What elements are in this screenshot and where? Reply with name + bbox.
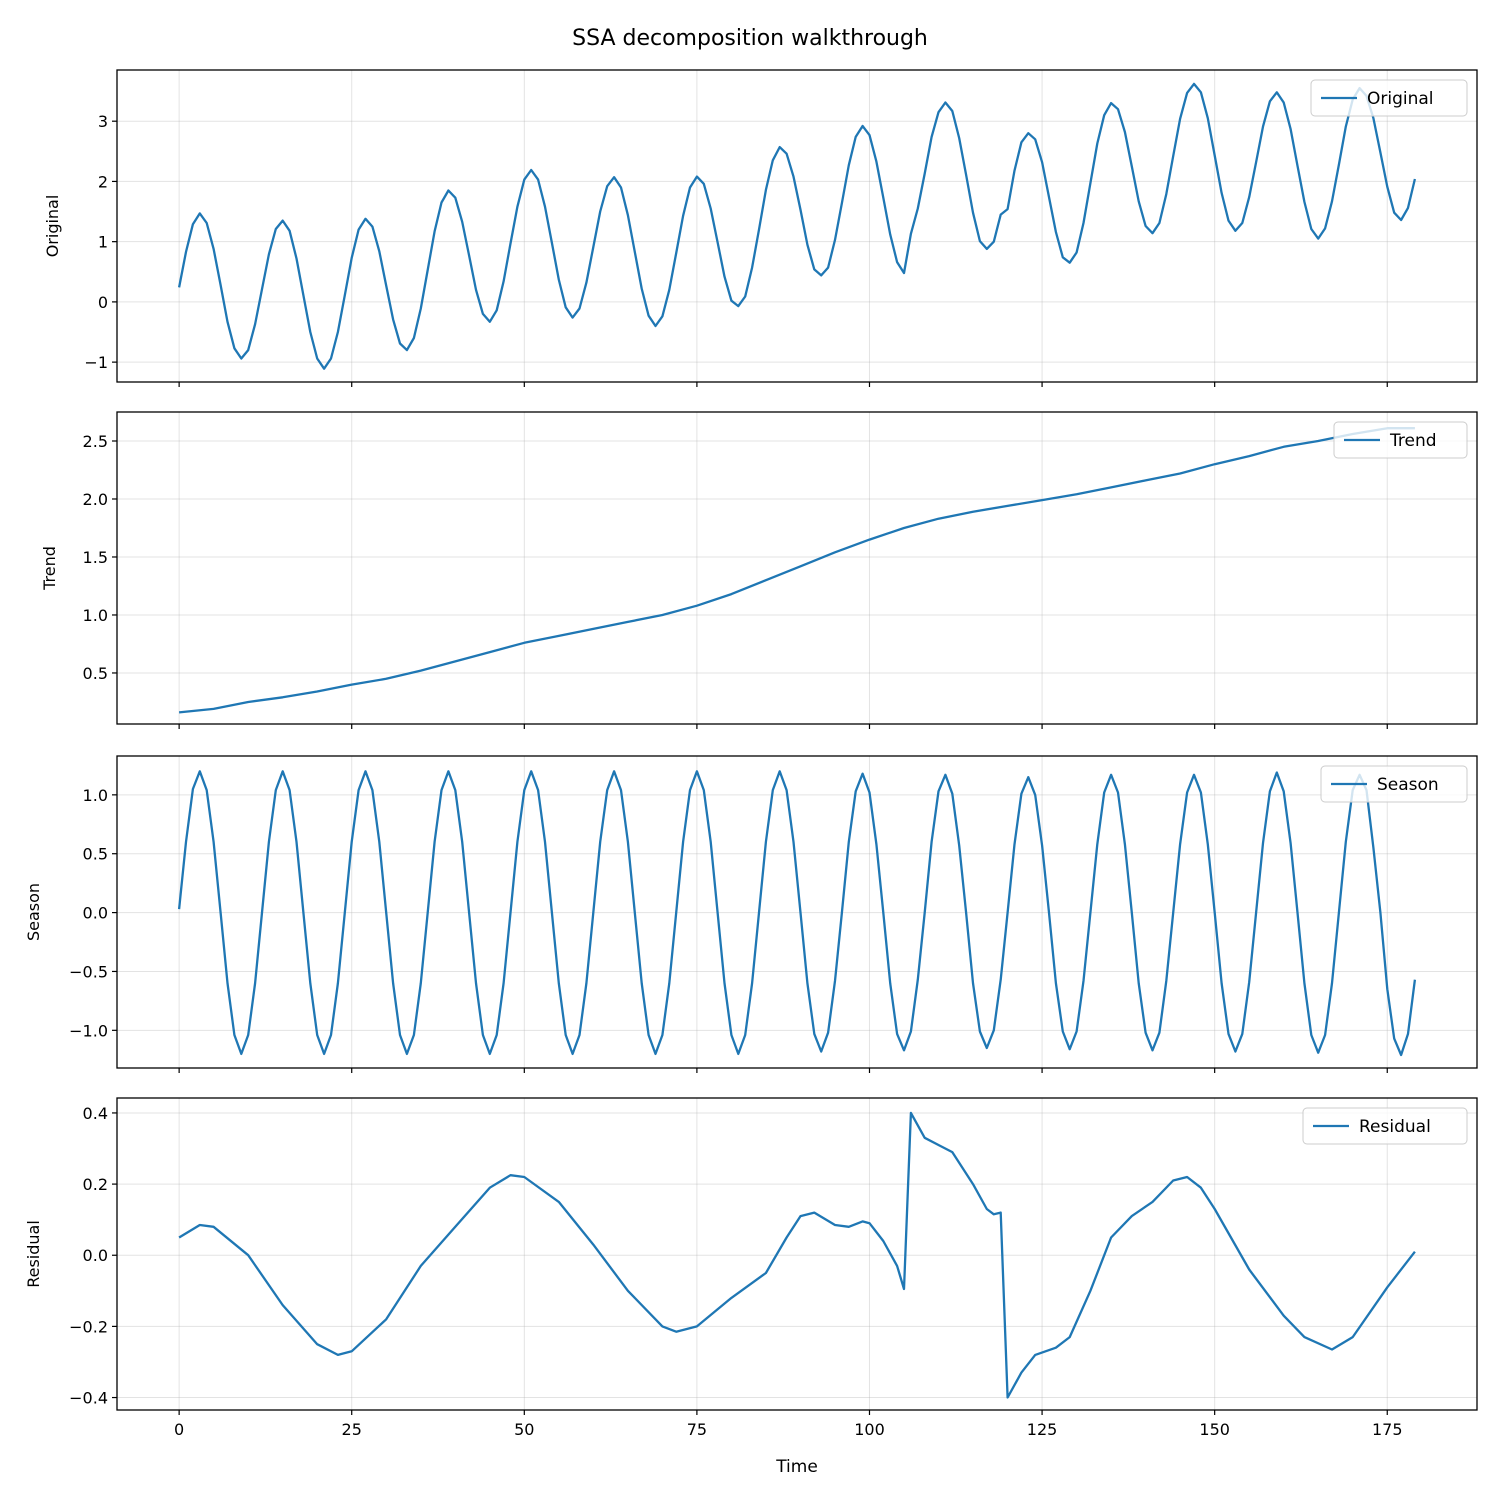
- x-tick-label: 125: [1027, 1420, 1058, 1439]
- series-line-residual: [178, 1111, 1416, 1399]
- y-tick-label: 0.0: [83, 1246, 108, 1265]
- y-tick-label: 0.5: [83, 845, 108, 864]
- legend-label: Trend: [1389, 431, 1437, 451]
- axes-frame: [116, 69, 1478, 383]
- y-tick-label: 3: [98, 112, 108, 131]
- y-axis-label: Original: [43, 195, 62, 258]
- y-tick-label: 2.5: [83, 432, 108, 451]
- y-tick-label: −0.4: [69, 1389, 108, 1408]
- x-tick-label: 150: [1199, 1420, 1230, 1439]
- legend: Season: [1320, 765, 1468, 803]
- y-tick-label: 2: [98, 172, 108, 191]
- panel-season: −1.0 −0.5 0.0 0.5 1.0 Season Season: [24, 755, 1478, 1073]
- x-tick-label: 50: [514, 1420, 534, 1439]
- x-tick-label: 175: [1372, 1420, 1403, 1439]
- x-tick-label: 75: [687, 1420, 707, 1439]
- panel-residual: −0.4 −0.2 0.0 0.2 0.4 0 25 50 75 100 125 150 175 Resi…: [24, 1097, 1478, 1439]
- y-axis-label: Season: [24, 883, 43, 941]
- y-axis-label: Residual: [24, 1220, 43, 1288]
- x-tick-label: 100: [854, 1420, 885, 1439]
- panel-trend: 0.5 1.0 1.5 2.0 2.5 Trend Trend: [40, 411, 1478, 729]
- y-tick-label: −0.2: [69, 1317, 108, 1336]
- legend-label: Residual: [1359, 1117, 1431, 1137]
- x-tick-label: 0: [174, 1420, 184, 1439]
- x-tick-label: 25: [342, 1420, 362, 1439]
- legend-label: Original: [1367, 89, 1434, 109]
- y-tick-label: 0.0: [83, 904, 108, 923]
- chart-title: SSA decomposition walkthrough: [572, 26, 928, 51]
- legend: Residual: [1302, 1107, 1468, 1145]
- y-tick-label: 1: [98, 233, 108, 252]
- panel-original: −1 0 1 2 3 Original Original: [43, 69, 1478, 387]
- y-tick-label: −1.0: [69, 1021, 108, 1040]
- series-line-season: [177, 770, 1417, 1057]
- y-tick-label: 0: [98, 293, 108, 312]
- legend-box: [1302, 1107, 1468, 1145]
- legend-box: [1320, 765, 1468, 803]
- legend: Original: [1310, 79, 1468, 117]
- legend-label: Season: [1377, 775, 1439, 795]
- y-tick-label: 0.5: [83, 664, 108, 683]
- legend: Trend: [1333, 421, 1468, 459]
- y-tick-label: −1: [84, 353, 108, 372]
- axes-frame: [116, 411, 1478, 725]
- y-tick-label: 0.4: [83, 1104, 108, 1123]
- series-line-trend: [178, 427, 1415, 714]
- y-tick-label: 2.0: [83, 490, 108, 509]
- legend-box: [1333, 421, 1468, 459]
- y-axis-label: Trend: [40, 546, 59, 591]
- y-tick-label: 1.5: [83, 548, 108, 567]
- axes-frame: [116, 1097, 1478, 1411]
- series-line-original: [177, 82, 1417, 370]
- y-tick-label: −0.5: [69, 962, 108, 981]
- y-tick-label: 0.2: [83, 1175, 108, 1194]
- axes-frame: [116, 755, 1478, 1069]
- legend-box: [1310, 79, 1468, 117]
- y-tick-label: 1.0: [83, 606, 108, 625]
- y-tick-label: 1.0: [83, 786, 108, 805]
- x-axis-label: Time: [775, 1457, 818, 1477]
